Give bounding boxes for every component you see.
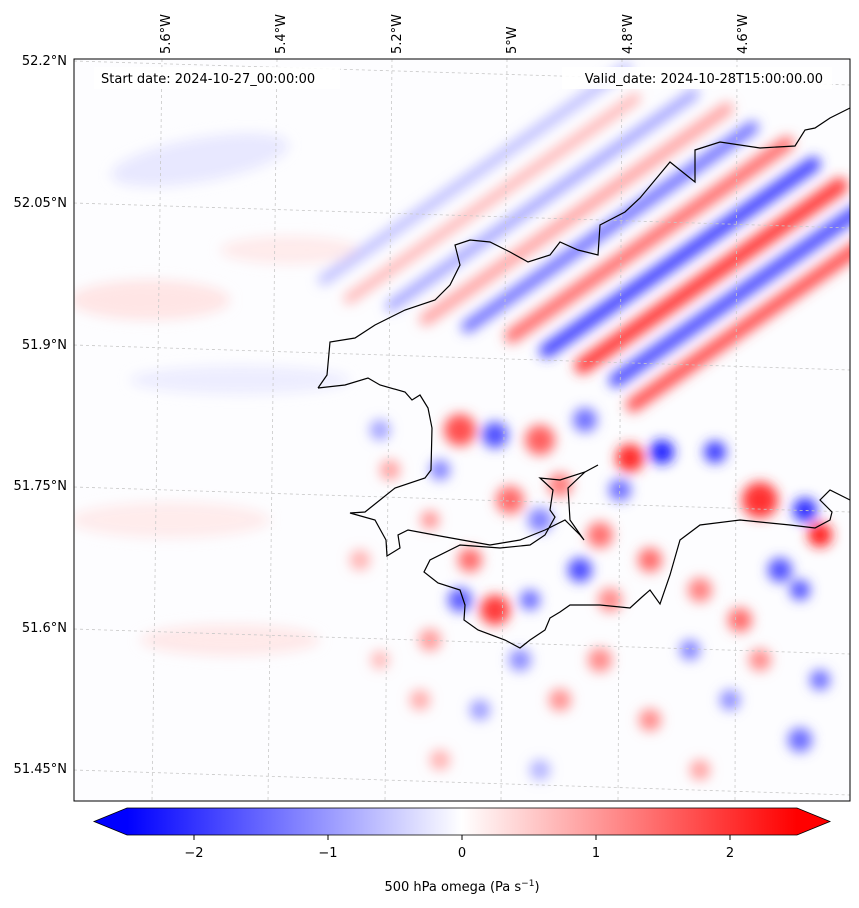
lat-tick-label: 51.45°N — [14, 762, 67, 777]
colorbar-extend-min — [94, 808, 127, 835]
coastline — [317, 107, 850, 649]
lon-tick-label: 4.8°W — [621, 14, 636, 54]
valid-date-label: Valid_date: 2024-10-28T15:00:00.00 — [585, 72, 823, 87]
lon-tick-label: 5.6°W — [159, 14, 174, 54]
colorbar-tick-label: −1 — [318, 846, 337, 861]
colorbar: −2 −1 0 1 2 500 hPa omega (Pa s−1) — [92, 807, 832, 895]
start-date-label: Start date: 2024-10-27_00:00:00 — [101, 72, 315, 87]
lon-tick-label: 4.6°W — [736, 14, 751, 54]
colorbar-tick-label: 1 — [592, 846, 600, 861]
graticule — [74, 59, 850, 801]
colorbar-ticks: −2 −1 0 1 2 — [184, 835, 734, 861]
lat-tick-label: 52.05°N — [14, 196, 67, 211]
colorbar-label: 500 hPa omega (Pa s−1) — [384, 879, 539, 895]
lat-tick-label: 51.75°N — [14, 479, 67, 494]
lon-tick-label: 5.4°W — [274, 14, 289, 54]
omega-field — [74, 62, 850, 780]
lat-tick-label: 51.9°N — [22, 338, 67, 353]
lon-tick-label: 5°W — [505, 26, 520, 54]
lat-tick-label: 52.2°N — [22, 54, 67, 69]
colorbar-outline — [92, 807, 832, 836]
colorbar-gradient — [127, 808, 797, 835]
map-panel: Start date: 2024-10-27_00:00:00 Valid_da… — [14, 14, 851, 802]
map-frame — [73, 58, 851, 802]
colorbar-tick-label: 0 — [458, 846, 466, 861]
start-date-box — [94, 67, 340, 89]
valid-date-box — [562, 67, 832, 89]
lon-tick-label: 5.2°W — [390, 14, 405, 54]
colorbar-tick-label: −2 — [184, 846, 203, 861]
lat-tick-label: 51.6°N — [22, 621, 67, 636]
colorbar-extend-max — [797, 808, 830, 835]
colorbar-tick-label: 2 — [726, 846, 734, 861]
